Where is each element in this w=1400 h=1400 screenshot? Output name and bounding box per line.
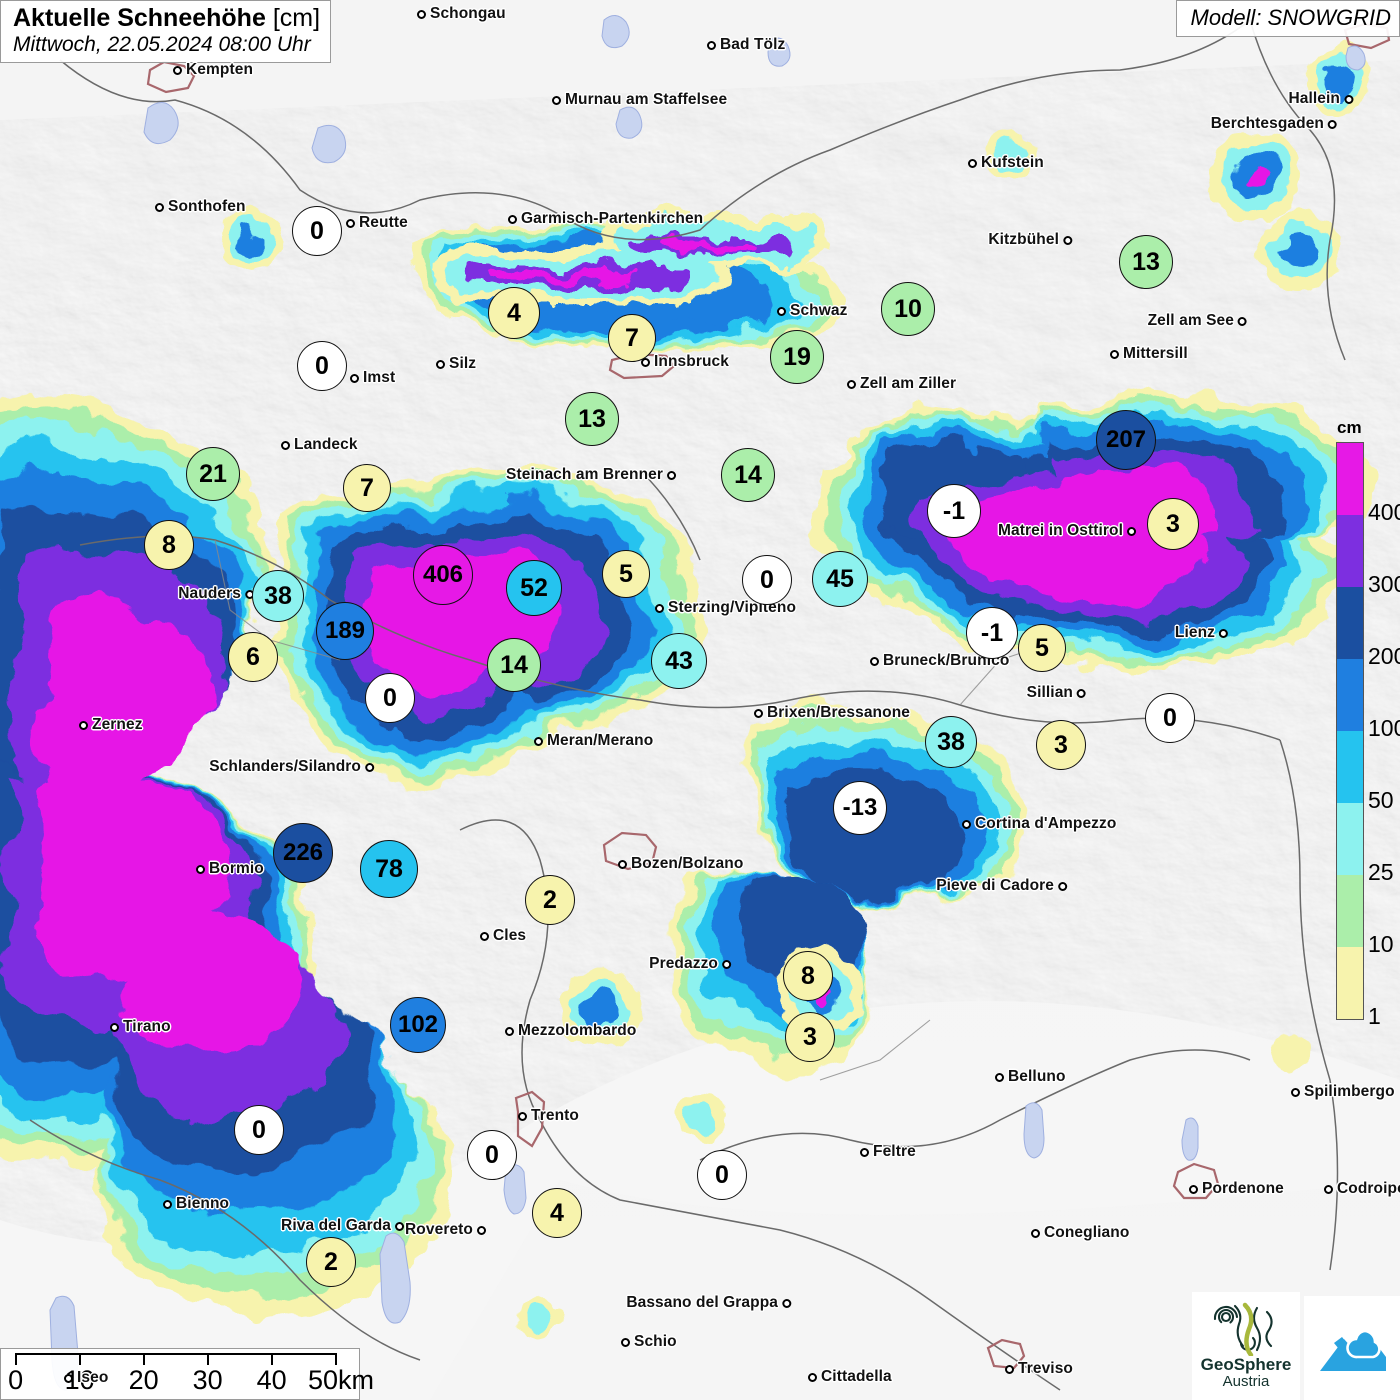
station-value-marker[interactable]: 0 <box>297 341 347 391</box>
station-value-marker[interactable]: 45 <box>812 551 868 607</box>
station-value-marker[interactable]: -1 <box>927 484 981 538</box>
scale-label: 50km <box>307 1365 374 1395</box>
legend-colorbar: 400 300 200 100 50 25 10 1 <box>1336 442 1400 1028</box>
scale-bar-ticks <box>15 1353 337 1367</box>
scale-tick <box>15 1353 17 1365</box>
station-value-marker[interactable]: 8 <box>783 951 833 1001</box>
station-value-marker[interactable]: 207 <box>1096 410 1156 470</box>
station-value-marker[interactable]: 38 <box>252 570 304 622</box>
scale-tick <box>335 1353 337 1365</box>
legend-band-label: 10 <box>1368 931 1394 957</box>
station-value-marker[interactable]: 43 <box>651 633 707 689</box>
station-value-marker[interactable]: 7 <box>343 464 391 512</box>
geosphere-swirl-icon <box>1213 1302 1273 1357</box>
station-value-marker[interactable]: 2 <box>306 1237 356 1287</box>
model-label: Modell: SNOWGRID <box>1190 5 1391 30</box>
station-value-marker[interactable]: 14 <box>721 448 775 502</box>
station-value-marker[interactable]: 6 <box>228 632 278 682</box>
title-unit: [cm] <box>272 4 321 32</box>
scale-tick <box>79 1353 81 1365</box>
station-value-marker[interactable]: 406 <box>413 545 473 605</box>
legend-band-label: 1 <box>1368 1003 1381 1029</box>
station-value-marker[interactable]: 5 <box>1018 624 1066 672</box>
legend-band: 50 <box>1337 731 1394 812</box>
geosphere-logo: GeoSphere Austria <box>1192 1292 1300 1400</box>
legend-band: 1 <box>1337 947 1381 1028</box>
station-value-marker[interactable]: 0 <box>365 673 415 723</box>
legend-band-label: 100 <box>1368 715 1400 741</box>
scale-label: 10 <box>64 1365 95 1395</box>
scale-bar: 0 10 20 30 40 50km <box>0 1348 374 1400</box>
station-value-marker[interactable]: 0 <box>234 1105 284 1155</box>
station-value-marker[interactable]: 14 <box>487 638 541 692</box>
legend-band-label: 400 <box>1368 499 1400 525</box>
station-value-marker[interactable]: 0 <box>292 206 342 256</box>
station-value-marker[interactable]: 0 <box>697 1150 747 1200</box>
station-value-marker[interactable]: 7 <box>608 314 656 362</box>
station-value-marker[interactable]: 19 <box>770 330 824 384</box>
station-value-marker[interactable]: 21 <box>186 447 240 501</box>
station-value-marker[interactable]: 13 <box>565 392 619 446</box>
legend-band-label: 200 <box>1368 643 1400 669</box>
station-value-marker[interactable]: 8 <box>144 520 194 570</box>
station-value-marker[interactable]: 13 <box>1119 235 1173 289</box>
scale-bar-labels: 0 10 20 30 40 50km <box>7 1365 374 1397</box>
station-value-marker[interactable]: 52 <box>506 560 562 616</box>
legend-band-label: 50 <box>1368 787 1394 813</box>
legend-band: 400 <box>1337 443 1400 524</box>
station-value-marker[interactable]: 226 <box>273 823 333 883</box>
legend-band-label: 300 <box>1368 571 1400 597</box>
station-value-marker[interactable]: 0 <box>1145 693 1195 743</box>
geosphere-logo-line2: Austria <box>1222 1373 1270 1391</box>
station-value-marker[interactable]: 0 <box>467 1130 517 1180</box>
legend-unit-label: cm <box>1337 418 1362 437</box>
scale-tick <box>143 1353 145 1365</box>
station-value-marker[interactable]: 0 <box>742 555 792 605</box>
legend-band: 25 <box>1337 803 1394 884</box>
scale-label: 40 <box>256 1365 287 1395</box>
station-value-marker[interactable]: 4 <box>488 287 540 339</box>
weather-logo <box>1304 1296 1400 1400</box>
station-value-marker[interactable]: 4 <box>532 1188 582 1238</box>
scale-label: 0 <box>8 1365 24 1395</box>
color-legend: cm 400 300 200 100 50 25 10 1 <box>1332 418 1400 1028</box>
station-value-marker[interactable]: 3 <box>1036 720 1086 770</box>
legend-band: 100 <box>1337 659 1400 740</box>
station-value-marker[interactable]: 2 <box>525 875 575 925</box>
page-title: Aktuelle Schneehöhe [cm] <box>13 5 320 32</box>
title-timestamp: Mittwoch, 22.05.2024 08:00 Uhr <box>13 32 311 56</box>
geosphere-logo-line1: GeoSphere <box>1200 1355 1292 1375</box>
station-value-marker[interactable]: 189 <box>316 602 374 660</box>
legend-band: 300 <box>1337 515 1400 596</box>
legend-band: 200 <box>1337 587 1400 668</box>
station-value-marker[interactable]: 38 <box>925 716 977 768</box>
title-text: Aktuelle Schneehöhe <box>13 4 266 32</box>
scale-label: 30 <box>192 1365 223 1395</box>
station-value-marker[interactable]: 3 <box>785 1012 835 1062</box>
station-value-marker[interactable]: -1 <box>966 607 1018 659</box>
model-panel: Modell: SNOWGRID <box>1175 0 1400 37</box>
legend-band: 10 <box>1337 875 1394 956</box>
station-value-marker[interactable]: 3 <box>1147 498 1199 550</box>
mountain-cloud-icon <box>1320 1329 1386 1371</box>
scale-label: 20 <box>128 1365 159 1395</box>
station-value-marker[interactable]: 10 <box>881 282 935 336</box>
station-value-marker[interactable]: 78 <box>360 840 418 898</box>
station-value-marker[interactable]: 5 <box>602 550 650 598</box>
scale-tick <box>207 1353 209 1365</box>
station-value-marker[interactable]: -13 <box>833 781 887 835</box>
legend-band-label: 25 <box>1368 859 1394 885</box>
scale-tick <box>271 1353 273 1365</box>
title-panel: Aktuelle Schneehöhe [cm] Mittwoch, 22.05… <box>0 0 332 64</box>
station-value-marker[interactable]: 102 <box>390 997 446 1053</box>
